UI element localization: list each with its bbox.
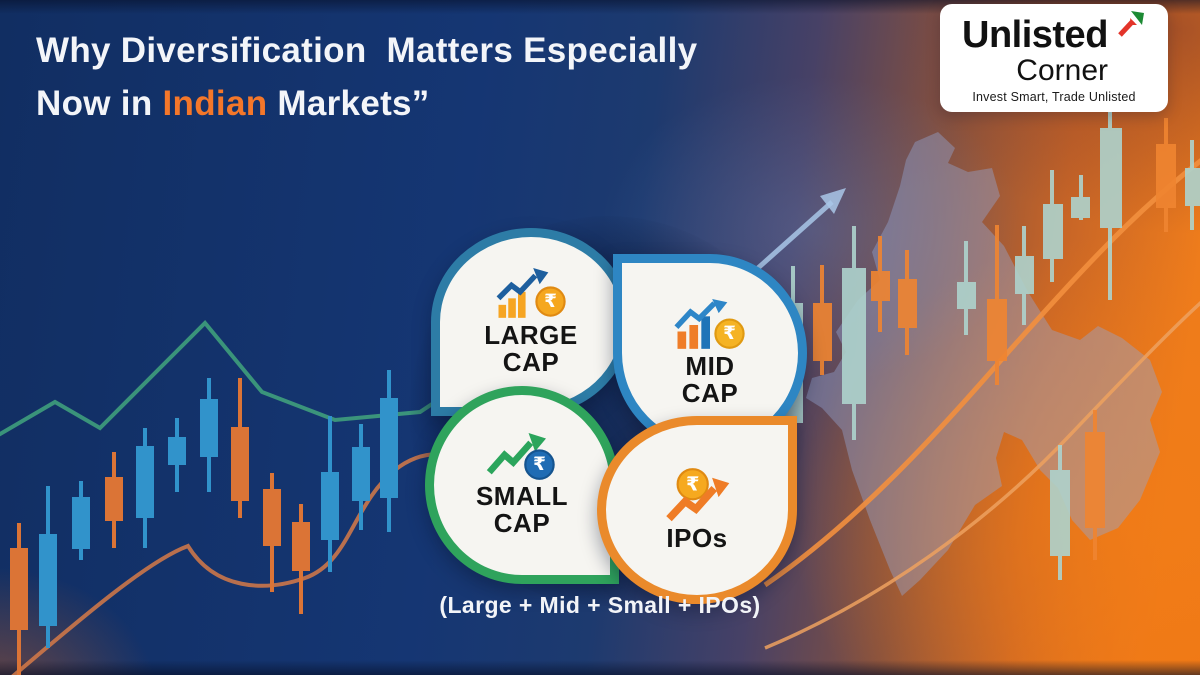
ipo-growth-icon: ₹ (666, 468, 730, 522)
right-candlestick-chart (784, 92, 1200, 580)
rupee-coin-icon: ₹ (533, 454, 546, 475)
page-title: Why Diversification Matters Especially N… (36, 24, 896, 130)
title-line-1: Why Diversification Matters Especially (36, 31, 698, 70)
mid-cap-growth-icon: ₹ (674, 298, 745, 349)
left-candlestick-chart (10, 370, 398, 675)
brand-logo-card: Unlisted Corner Invest Smart, Trade Unli… (940, 4, 1168, 112)
brand-name-line2: Corner (1016, 54, 1108, 87)
segment-label: MID CAP (681, 350, 739, 408)
title-highlight: Indian (162, 84, 268, 123)
large-cap-growth-icon: ₹ (496, 267, 566, 318)
diagram-caption: (Large + Mid + Small + IPOs) (439, 592, 761, 618)
segment-label: SMALL CAP (475, 480, 569, 538)
trend-lines-right (763, 158, 1200, 650)
segment-ipos: ₹ IPOs (597, 416, 797, 604)
india-map-silhouette (806, 132, 1162, 596)
brand-tagline: Invest Smart, Trade Unlisted (972, 90, 1136, 104)
segment-label: IPOs (666, 523, 728, 554)
rupee-coin-icon: ₹ (544, 291, 557, 312)
rupee-coin-icon: ₹ (723, 323, 736, 344)
brand-arrow-icon (1118, 11, 1144, 37)
uptrend-arrow-icon (756, 188, 846, 270)
small-cap-growth-icon: ₹ (486, 432, 555, 480)
rupee-coin-icon: ₹ (686, 473, 699, 496)
brand-name-line1: Unlisted (962, 14, 1108, 56)
diversification-diagram: ₹ LARGE CAP ₹ MID CAP (409, 216, 807, 606)
title-line-2: Now in Indian Markets” (36, 84, 430, 123)
segment-label: LARGE CAP (484, 319, 578, 377)
segment-small-cap: ₹ SMALL CAP (425, 386, 619, 584)
